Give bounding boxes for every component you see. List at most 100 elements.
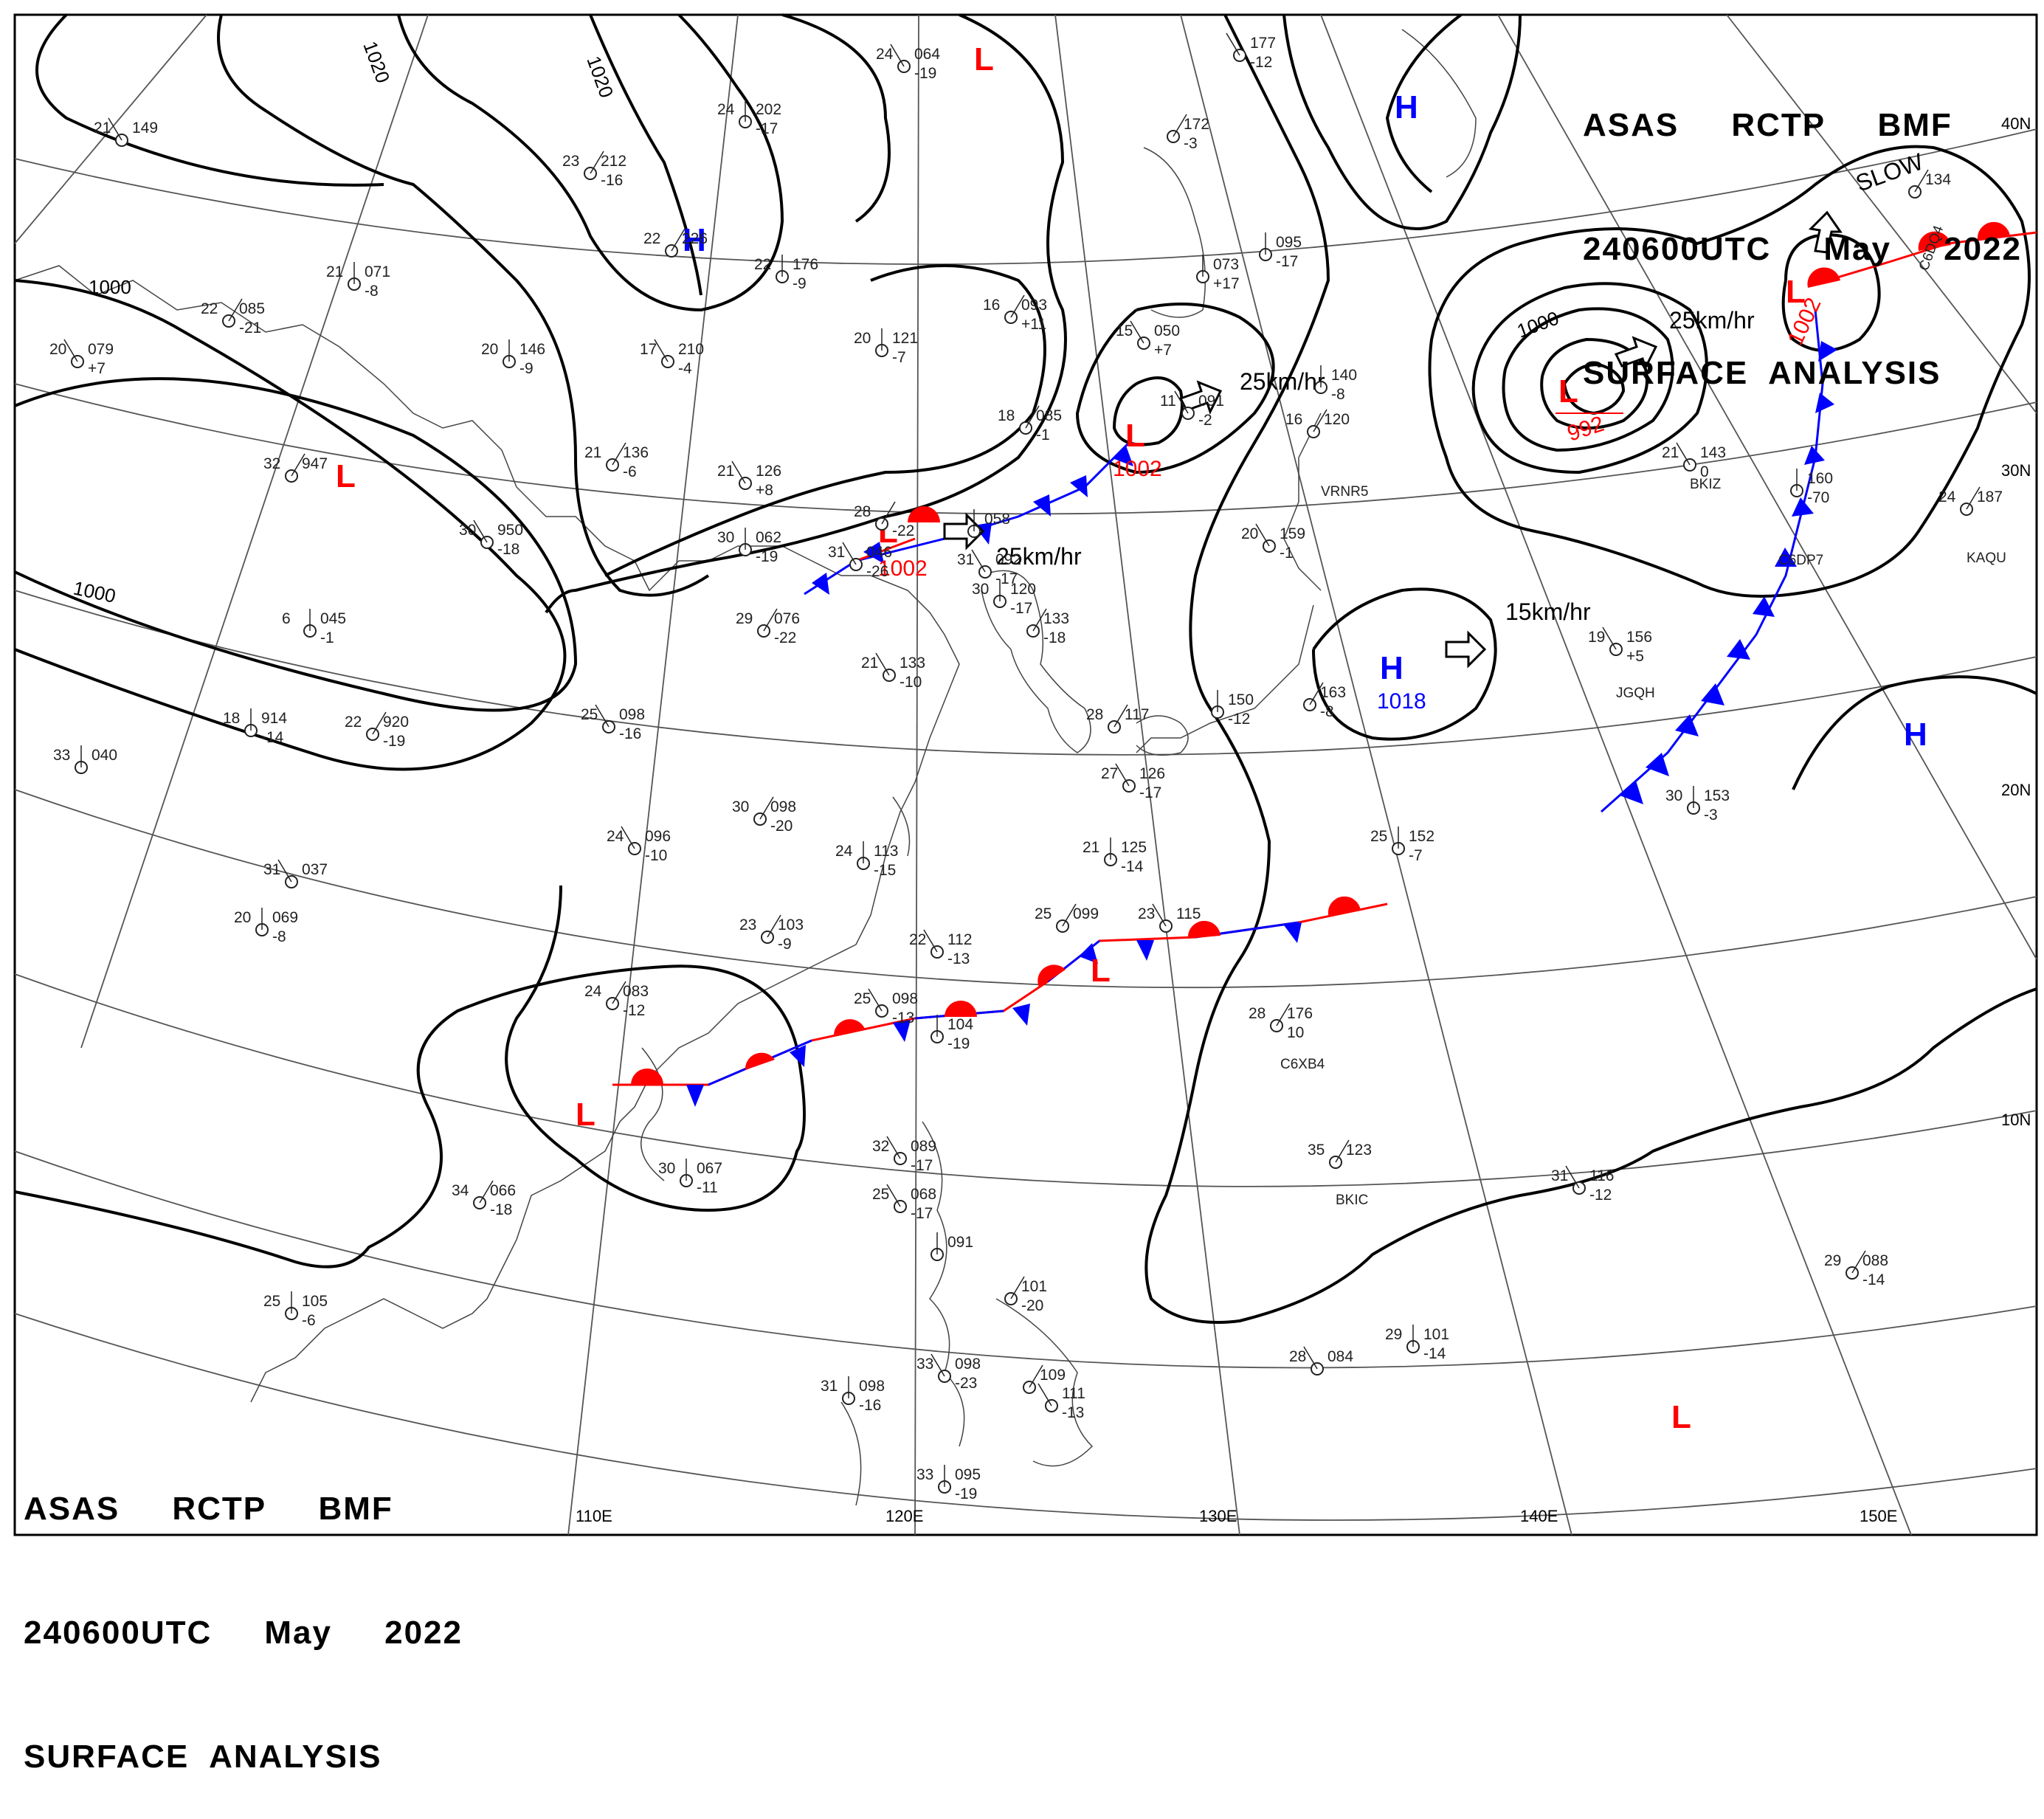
station-plot: 24 202 -17 (717, 100, 781, 137)
station-pressure: 120 (1324, 411, 1350, 428)
station-temp: 23 (562, 153, 579, 170)
station-pressure: 146 (519, 341, 545, 358)
station-pressure: 098 (770, 798, 796, 815)
wind-barb-icon (612, 442, 626, 466)
station-temp: 28 (854, 503, 871, 520)
wind-barb-icon (473, 520, 488, 543)
station-plot: 34 066 -18 (452, 1180, 516, 1218)
station-temp: 25 (1370, 828, 1387, 845)
station-pressure: 143 (1700, 444, 1726, 461)
wind-barb-icon (1152, 903, 1167, 927)
station-tendency: -18 (1043, 629, 1066, 646)
station-pressure: 095 (955, 1466, 981, 1483)
station-tendency: -8 (365, 283, 379, 300)
station-tendency: -17 (911, 1205, 933, 1222)
low-pressure-value: 1002 (878, 556, 928, 581)
station-temp: 33 (916, 1356, 933, 1373)
station-temp: 25 (854, 990, 871, 1007)
station-temp: 16 (983, 297, 1000, 314)
station-plot: 058 (967, 509, 1010, 538)
station-pressure: 121 (892, 330, 918, 347)
station-pressure: 140 (1331, 367, 1357, 384)
station-plot: 15 050 +7 (1116, 320, 1180, 359)
high-center-h: H (1395, 89, 1418, 125)
wind-barb-icon (1914, 169, 1929, 193)
station-pressure: 105 (302, 1293, 328, 1310)
station-tendency: -26 (866, 563, 888, 580)
station-tendency: -9 (519, 360, 534, 377)
low-center-l: L (1671, 1399, 1691, 1435)
station-plot: 29 088 -14 (1824, 1250, 1888, 1288)
station-pressure: 177 (1250, 35, 1276, 52)
station-plot: 30 067 -11 (658, 1159, 722, 1196)
station-plot: 31 046 -26 (828, 542, 892, 580)
wind-barb-icon (1174, 390, 1189, 414)
station-plot: 30 098 -20 (732, 796, 796, 835)
station-tendency: +7 (1154, 342, 1172, 359)
station-temp: 30 (1665, 787, 1682, 804)
station-plot: 24 083 -12 (584, 981, 649, 1019)
station-pressure: 126 (1139, 765, 1165, 782)
station-tendency: -8 (272, 928, 286, 945)
station-pressure: 947 (302, 455, 328, 472)
station-pressure: 150 (1228, 691, 1254, 708)
wind-barb-icon (63, 339, 78, 362)
station-plot: 24 113 -15 (835, 841, 898, 879)
ship-id: C6XB4 (1280, 1057, 1325, 1072)
station-plot: 21 126 +8 (717, 460, 781, 499)
station-pressure: 067 (697, 1160, 722, 1177)
station-tendency: -8 (1320, 703, 1334, 720)
fronts (612, 221, 2037, 1107)
chart-title-top: ASAS RCTP BMF 240600UTC May 2022 SURFACE… (1583, 22, 2022, 435)
station-plot: 177-12 (1226, 32, 1276, 71)
ship-id: C6DP7 (1778, 553, 1823, 568)
station-temp: 24 (584, 983, 602, 1000)
station-temp: 31 (957, 551, 974, 568)
station-tendency: -17 (1139, 784, 1161, 801)
station-tendency: -8 (1331, 386, 1345, 403)
wind-barb-icon (1037, 1383, 1052, 1406)
station-plot: 33 040 (53, 745, 117, 774)
wind-barb-icon (1032, 608, 1047, 632)
station-pressure: 116 (1589, 1167, 1614, 1184)
station-pressure: 163 (1320, 684, 1346, 701)
station-tendency: -14 (1423, 1345, 1446, 1362)
station-tendency: -3 (1704, 807, 1718, 824)
station-temp: 25 (872, 1186, 889, 1203)
station-plot: 101-20 (1004, 1276, 1047, 1314)
station-plot: 20 079 +7 (49, 339, 114, 377)
motion-speed: 25km/hr (996, 543, 1082, 570)
station-tendency: -9 (778, 936, 792, 953)
station-pressure: 187 (1977, 489, 2003, 505)
station-pressure: 120 (1010, 581, 1036, 598)
station-pressure: 085 (239, 300, 265, 317)
station-tendency: -16 (859, 1397, 881, 1414)
station-temp: 21 (584, 444, 601, 461)
station-plot: 16 120 (1285, 409, 1350, 438)
station-plot: 24 187 (1938, 486, 2003, 516)
station-pressure: 176 (793, 256, 818, 273)
station-tendency: +8 (756, 482, 773, 499)
station-plot: 22 176 -9 (754, 255, 818, 292)
low-center-l: L (1558, 373, 1578, 410)
lat-label: 30N (2001, 461, 2031, 480)
station-pressure: 084 (1327, 1348, 1353, 1365)
station-temp: 31 (821, 1378, 838, 1395)
motion-speed: 25km/hr (1240, 368, 1325, 395)
ship-id: JGQH (1616, 686, 1655, 701)
wind-barb-icon (1173, 114, 1187, 137)
station-pressure: 136 (623, 444, 649, 461)
station-tendency: -20 (770, 818, 793, 835)
station-pressure: 172 (1184, 116, 1209, 133)
station-plot: 32 947 (263, 453, 328, 483)
isobar-label: 1000 (89, 276, 131, 298)
station-temp: 30 (459, 522, 476, 539)
station-plot: 21 071 -8 (326, 262, 390, 300)
wind-barb-icon (923, 929, 938, 953)
station-pressure: 083 (623, 983, 649, 1000)
station-temp: 31 (1551, 1167, 1568, 1184)
station-tendency: -19 (955, 1485, 977, 1502)
wind-barb-icon (590, 151, 604, 174)
station-tendency: -19 (914, 65, 936, 82)
station-temp: 31 (263, 861, 280, 878)
